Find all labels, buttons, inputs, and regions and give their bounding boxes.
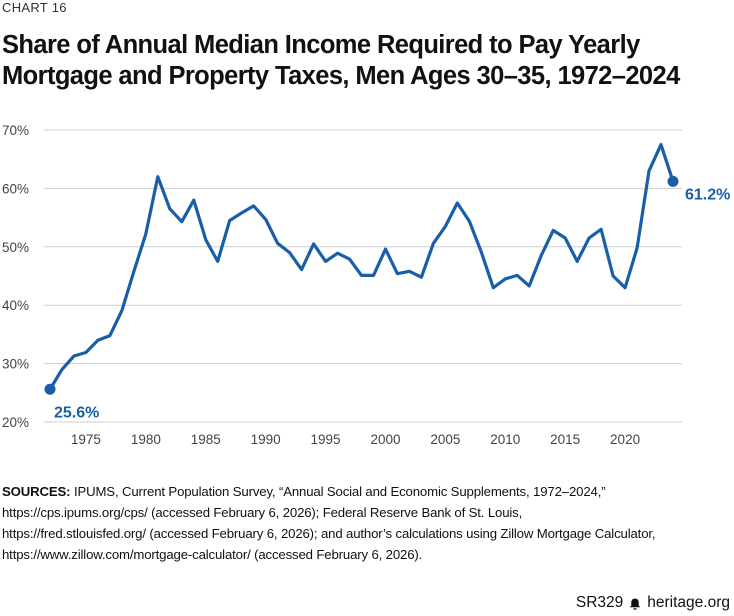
series-line-group: [48, 142, 675, 391]
y-tick-label: 30%: [2, 357, 29, 372]
end-point-marker: [667, 175, 679, 187]
bell-icon: [629, 597, 641, 610]
chart-title: Share of Annual Median Income Required t…: [2, 30, 732, 92]
x-tick-label: 1990: [251, 432, 281, 447]
series-line: [48, 142, 675, 391]
y-tick-label: 50%: [2, 240, 29, 255]
chart-number: CHART 16: [2, 0, 67, 15]
end-point-marker: [44, 383, 56, 395]
end-point-label: 25.6%: [54, 404, 99, 421]
end-point-label: 61.2%: [685, 186, 730, 203]
x-tick-label: 1995: [311, 432, 341, 447]
x-tick-label: 2005: [430, 432, 460, 447]
y-tick-label: 20%: [2, 415, 29, 430]
x-tick-label: 2010: [490, 432, 520, 447]
sources-line-4: https://www.zillow.com/mortgage-calculat…: [2, 547, 423, 562]
y-tick-label: 60%: [2, 181, 29, 196]
chart-title-line-1: Share of Annual Median Income Required t…: [2, 31, 640, 59]
y-tick-label: 40%: [2, 298, 29, 313]
x-tick-label: 2015: [550, 432, 580, 447]
sources-line-1: IPUMS, Current Population Survey, “Annua…: [73, 484, 606, 499]
x-tick-label: 2000: [370, 432, 400, 447]
site-link[interactable]: heritage.org: [647, 594, 730, 611]
grid-lines: [44, 129, 682, 423]
sources-note: SOURCES: IPUMS, Current Population Surve…: [2, 481, 732, 565]
y-axis-labels: 20% 30% 40% 50% 60% 70%: [2, 123, 29, 430]
footer: SR329 heritage.org: [576, 594, 730, 612]
x-tick-label: 1985: [191, 432, 221, 447]
x-tick-label: 2020: [610, 432, 640, 447]
sources-line-3: https://fred.stlouisfed.org/ (accessed F…: [2, 526, 656, 541]
report-id: SR329: [575, 594, 624, 611]
sources-line-2: https://cps.ipums.org/cps/ (accessed Feb…: [2, 505, 523, 520]
end-markers: 25.6% 61.2%: [44, 175, 730, 421]
y-tick-label: 70%: [2, 123, 29, 138]
line-chart: 20% 30% 40% 50% 60% 70% 1975 1980 1985 1990 1995 2…: [2, 123, 730, 447]
sources-lead: SOURCES:: [2, 484, 71, 499]
x-axis-labels: 1975 1980 1985 1990 1995 2000 2005 2010 2015 2020: [71, 432, 640, 447]
x-tick-label: 1975: [71, 432, 101, 447]
chart-title-line-2: Mortgage and Property Taxes, Men Ages 30…: [2, 62, 680, 90]
x-tick-label: 1980: [131, 432, 161, 447]
